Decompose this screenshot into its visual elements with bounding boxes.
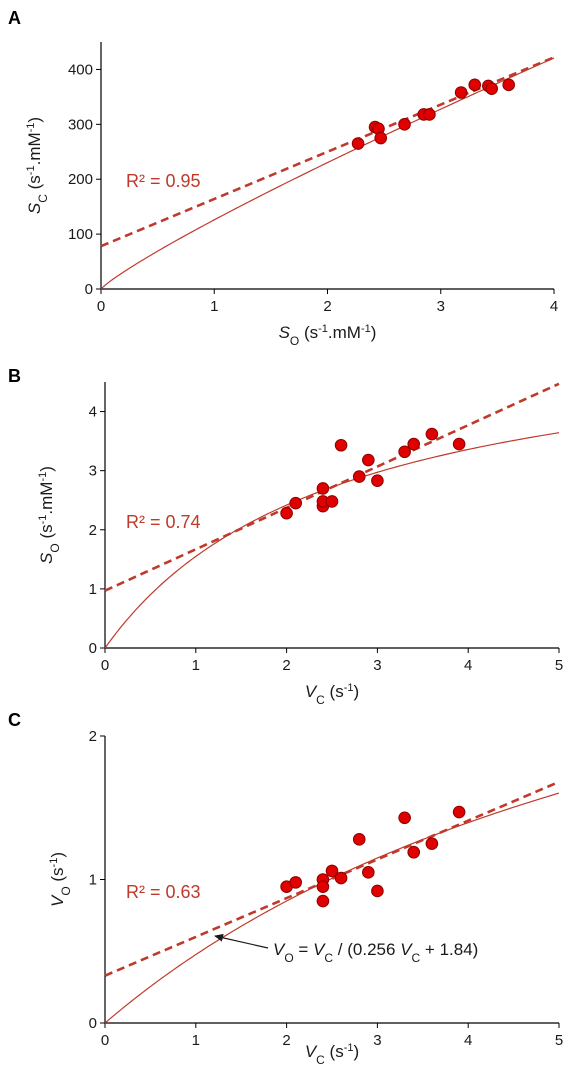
data-point [334, 438, 348, 452]
data-point [454, 86, 468, 99]
y-tick-label: 2 [89, 728, 97, 745]
y-tick-label: 0 [89, 1015, 97, 1032]
linear-fit-line [104, 382, 560, 592]
data-point [452, 437, 466, 451]
panel-c: C 0 1 2 3 4 5 0 1 2 VC (s-1) VO (s-1) R² = 0.63 VO = … [8, 710, 563, 1067]
data-point [289, 496, 302, 510]
data-point [316, 880, 330, 893]
y-tick-label: 300 [68, 116, 93, 133]
y-tick-label: 400 [68, 61, 93, 78]
x-tick-label: 0 [97, 298, 105, 315]
data-point [425, 427, 439, 441]
y-tick-label: 2 [89, 522, 97, 539]
data-point [468, 78, 482, 92]
x-tick-label: 2 [282, 657, 290, 674]
x-tick-label: 4 [464, 1032, 472, 1049]
data-point [289, 876, 302, 889]
y-axis-label: SC (s-1.mM-1) [25, 117, 50, 214]
data-point [425, 837, 439, 850]
y-tick-label: 4 [89, 404, 97, 421]
x-axis-label: VC (s-1) [305, 1042, 359, 1067]
data-point [423, 108, 436, 121]
data-point [334, 871, 348, 885]
x-axis-label: SO (s-1.mM-1) [279, 323, 377, 348]
data-point [280, 506, 293, 520]
x-axis-label: VC (s-1) [305, 682, 359, 707]
model-curve [104, 432, 560, 649]
data-point [374, 131, 388, 145]
data-point [398, 811, 411, 825]
y-axis-label: SO (s-1.mM-1) [37, 466, 62, 564]
data-point [398, 118, 411, 131]
data-point [407, 437, 421, 451]
r-squared-label: R² = 0.63 [126, 882, 201, 902]
x-tick-label: 4 [550, 298, 558, 315]
x-tick-label: 1 [192, 1032, 200, 1049]
y-tick-label: 0 [89, 640, 97, 657]
x-tick-label: 0 [101, 1032, 109, 1049]
x-tick-label: 5 [555, 657, 563, 674]
y-tick-label: 100 [68, 226, 93, 243]
x-tick-label: 3 [373, 657, 381, 674]
data-point [352, 833, 366, 846]
data-point [485, 82, 499, 95]
panel-label: B [8, 366, 21, 386]
data-point [351, 137, 365, 150]
panel-label: A [8, 8, 21, 28]
data-point [362, 866, 375, 879]
linear-fit-line [104, 780, 560, 977]
panel-b: B 0 1 2 3 4 5 0 1 2 3 4 VC (s-1) SO (s-1.mM-1) R² = 0.… [8, 366, 563, 707]
data-point [407, 845, 421, 859]
data-point [362, 453, 375, 467]
panel-label: C [8, 710, 21, 730]
model-curve [104, 792, 560, 1024]
data-point [325, 495, 339, 508]
data-point [502, 78, 516, 92]
x-tick-label: 1 [210, 298, 218, 315]
y-tick-label: 3 [89, 463, 97, 480]
panel-a: A 0 1 2 3 4 0 100 200 300 400 SO (s-1.mM-1) SC (s-1.… [8, 8, 558, 348]
data-point [398, 445, 411, 459]
x-tick-label: 0 [101, 657, 109, 674]
x-tick-label: 2 [323, 298, 331, 315]
data-point [371, 884, 384, 898]
data-point [452, 805, 466, 819]
y-tick-label: 1 [89, 872, 97, 889]
annotation-arrow [214, 933, 269, 949]
model-curve [100, 57, 555, 290]
x-tick-label: 1 [192, 657, 200, 674]
data-point [352, 470, 366, 483]
data-point [316, 894, 330, 908]
y-axis-label: VO (s-1) [48, 852, 73, 907]
x-tick-label: 5 [555, 1032, 563, 1049]
x-tick-label: 4 [464, 657, 472, 674]
x-tick-label: 2 [282, 1032, 290, 1049]
y-tick-label: 1 [89, 581, 97, 598]
x-tick-label: 3 [373, 1032, 381, 1049]
data-point [371, 474, 384, 488]
r-squared-label: R² = 0.95 [126, 171, 201, 191]
y-tick-label: 0 [85, 281, 93, 298]
y-tick-label: 200 [68, 171, 93, 188]
data-point [316, 482, 330, 495]
x-tick-label: 3 [437, 298, 445, 315]
data-point [325, 864, 339, 878]
r-squared-label: R² = 0.74 [126, 512, 201, 532]
equation-annotation: VO = VC / (0.256 VC + 1.84) [273, 940, 478, 965]
